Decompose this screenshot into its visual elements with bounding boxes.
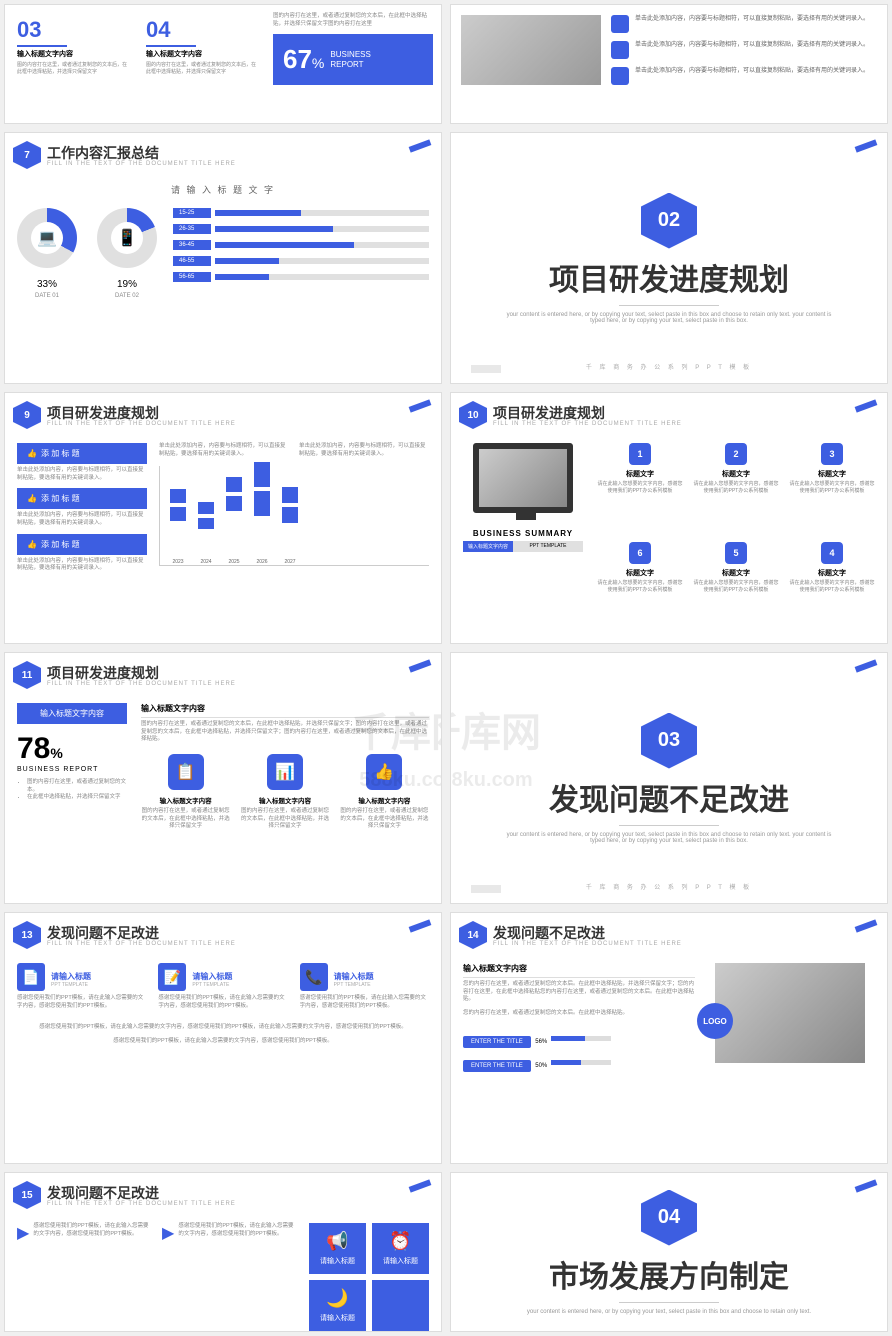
progress-row: ENTER THE TITLE 50% [463, 1054, 695, 1072]
slide-12-section: 03 发现问题不足改进 your content is entered here… [450, 652, 888, 904]
bar-row: 46-55 [173, 256, 429, 266]
logo-badge: LOGO [697, 1003, 733, 1039]
add-title-button[interactable]: 👍添 加 标 题 [17, 488, 147, 509]
feature-column: 📄请输入标题PPT TEMPLATE感谢您使用我们的PPT模板，请在此输入您需要… [17, 963, 146, 1010]
placeholder-image [461, 15, 601, 85]
add-title-button[interactable]: 👍添 加 标 题 [17, 443, 147, 464]
gear-icon [611, 15, 629, 33]
slide-16-section: 04 市场发展方向制定 your content is entered here… [450, 1172, 888, 1332]
grid-item: 6标题文字请在此输入您想要的文字内容，感谢您使用我们的PPT办公系列模板 [597, 542, 683, 631]
slide-8-section: 02 项目研发进度规划 your content is entered here… [450, 132, 888, 384]
donut-chart-1: 💻 [17, 208, 77, 268]
gear-icon [611, 41, 629, 59]
slide-grid: 03 输入标题文字内容 图的内容打在这里，或者通过复制您的文本后，在此框中选择粘… [4, 4, 888, 1332]
bar-row: 15-25 [173, 208, 429, 218]
bar-row: 36-45 [173, 240, 429, 250]
slide-15: 15 发现问题不足改进 FILL IN THE TEXT OF THE DOCU… [4, 1172, 442, 1332]
placeholder-image: LOGO [715, 963, 865, 1063]
feature-column: 📞请输入标题PPT TEMPLATE感谢您使用我们的PPT模板，请在此输入您需要… [300, 963, 429, 1010]
slide-7: 7 工作内容汇报总结 FILL IN THE TEXT OF THE DOCUM… [4, 132, 442, 384]
percent-box: 67% BUSINESS REPORT [273, 34, 433, 85]
feature-icon: 📊 [267, 754, 303, 790]
grid-item: 5标题文字请在此输入您想要的文字内容，感谢您使用我们的PPT办公系列模板 [693, 542, 779, 631]
slide-14: 14 发现问题不足改进 FILL IN THE TEXT OF THE DOCU… [450, 912, 888, 1164]
feature-column: 📝请输入标题PPT TEMPLATE感谢您使用我们的PPT模板，请在此输入您需要… [158, 963, 287, 1010]
slide-11: 11 项目研发进度规划 FILL IN THE TEXT OF THE DOCU… [4, 652, 442, 904]
monitor-image [473, 443, 573, 513]
grid-item: 4标题文字请在此输入您想要的文字内容，感谢您使用我们的PPT办公系列模板 [789, 542, 875, 631]
stat-num-03: 03 [17, 17, 130, 43]
grid-item: 3标题文字请在此输入您想要的文字内容，感谢您使用我们的PPT办公系列模板 [789, 443, 875, 532]
progress-row: ENTER THE TITLE 56% [463, 1030, 695, 1048]
add-title-button[interactable]: 👍添 加 标 题 [17, 534, 147, 555]
grid-item: 2标题文字请在此输入您想要的文字内容，感谢您使用我们的PPT办公系列模板 [693, 443, 779, 532]
gear-icon [611, 67, 629, 85]
slide-1-partial: 03 输入标题文字内容 图的内容打在这里，或者通过复制您的文本后，在此框中选择粘… [4, 4, 442, 124]
stat-num-04: 04 [146, 17, 259, 43]
slide-num-hex: 7 [13, 141, 41, 169]
icon-tile[interactable]: 📢请输入标题 [309, 1223, 366, 1274]
icon-tile[interactable]: 🌙请输入标题 [309, 1280, 366, 1331]
slide-2-partial: 单击此处添加内容，内容要与标题相符，可以直接复制粘贴，要选择有用的关键词录入。 … [450, 4, 888, 124]
accent-icon [409, 139, 432, 152]
icon-tile[interactable]: ⏰请输入标题 [372, 1223, 429, 1274]
feature-icon: 📋 [168, 754, 204, 790]
float-bar-chart: 20232024202520262027 [159, 466, 429, 566]
feature-icon: 👍 [366, 754, 402, 790]
section-hex: 02 [641, 193, 697, 249]
bar-list: 15-25 26-35 36-45 46-55 56-65 [173, 208, 429, 299]
grid-item: 1标题文字请在此输入您想要的文字内容，感谢您使用我们的PPT办公系列模板 [597, 443, 683, 532]
slide-9: 9 项目研发进度规划 FILL IN THE TEXT OF THE DOCUM… [4, 392, 442, 644]
donut-chart-2: 📱 [97, 208, 157, 268]
slide-13: 13 发现问题不足改进 FILL IN THE TEXT OF THE DOCU… [4, 912, 442, 1164]
slide-10: 10 项目研发进度规划 FILL IN THE TEXT OF THE DOCU… [450, 392, 888, 644]
accent-icon [855, 139, 878, 152]
bar-row: 56-65 [173, 272, 429, 282]
bar-row: 26-35 [173, 224, 429, 234]
icon-tile[interactable] [372, 1280, 429, 1331]
